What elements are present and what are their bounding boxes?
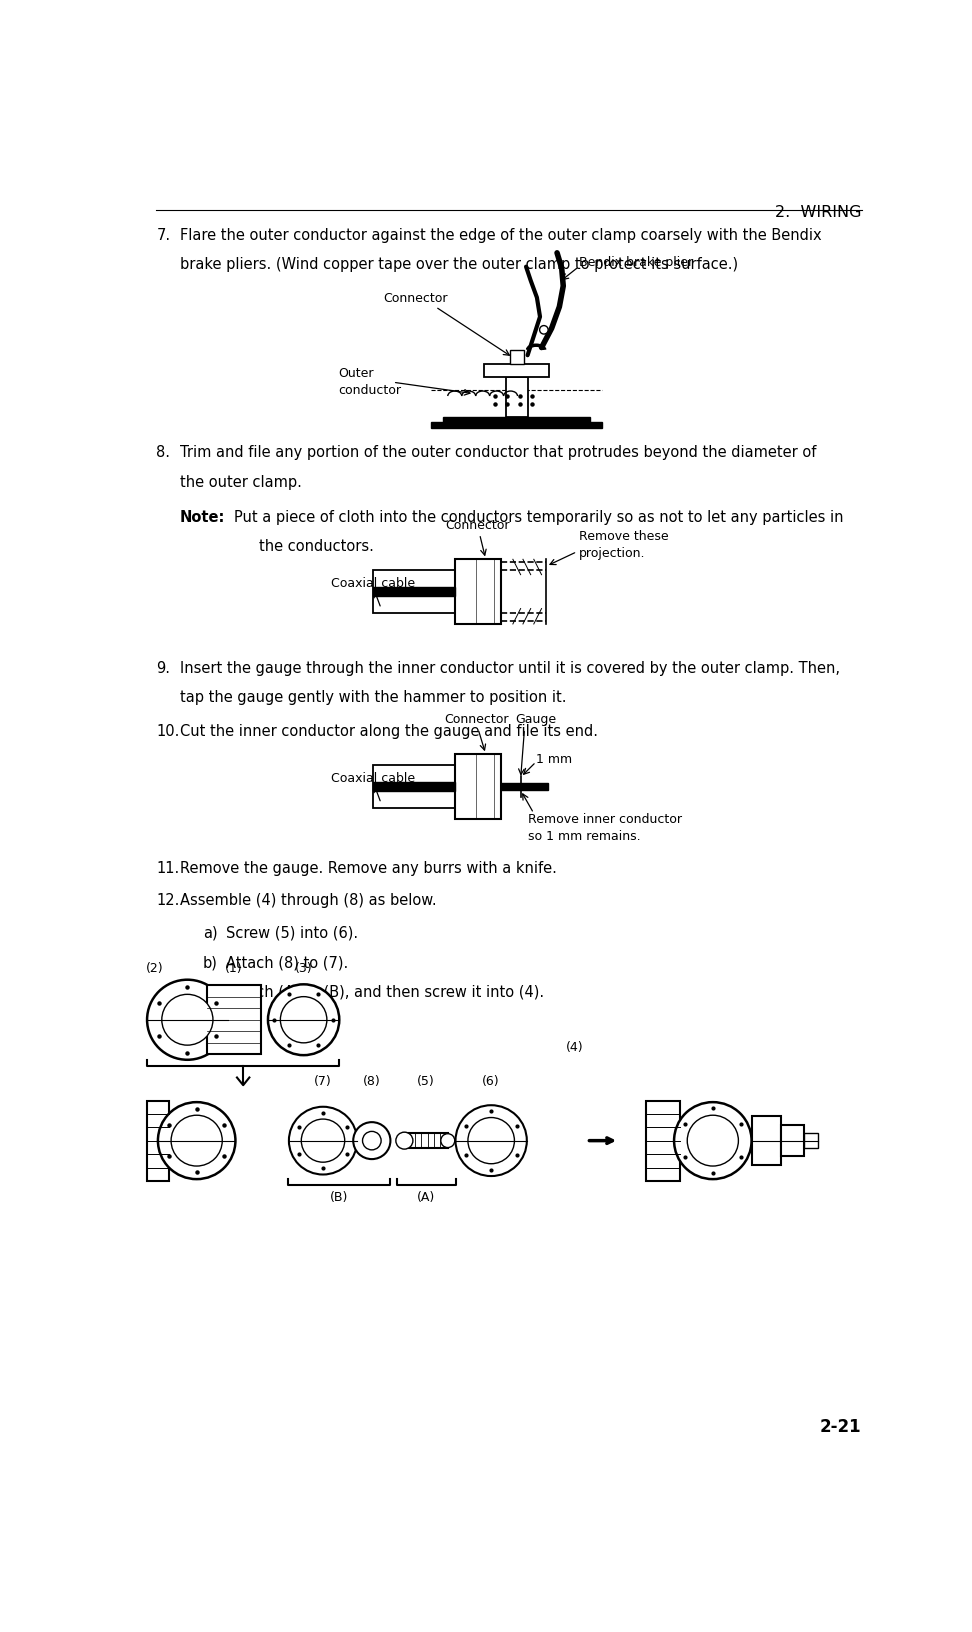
Text: c): c): [203, 984, 217, 999]
Text: Outer
conductor: Outer conductor: [338, 367, 401, 397]
Bar: [207, 986, 261, 1054]
Bar: [404, 1133, 448, 1149]
Text: Bendix brake plier: Bendix brake plier: [578, 256, 693, 269]
Text: the outer clamp.: the outer clamp.: [180, 475, 301, 490]
Bar: [373, 782, 455, 792]
Text: Remove inner conductor
so 1 mm remains.: Remove inner conductor so 1 mm remains.: [529, 813, 682, 844]
Text: 12.: 12.: [156, 893, 180, 909]
Text: 11.: 11.: [156, 862, 180, 876]
Bar: [443, 416, 590, 423]
Text: tap the gauge gently with the hammer to position it.: tap the gauge gently with the hammer to …: [180, 690, 566, 705]
Text: (5): (5): [417, 1075, 434, 1089]
Bar: [781, 1124, 804, 1155]
Circle shape: [301, 1120, 345, 1162]
Text: Flare the outer conductor against the edge of the outer clamp coarsely with the : Flare the outer conductor against the ed…: [180, 228, 821, 243]
Circle shape: [539, 326, 548, 335]
Circle shape: [468, 1118, 514, 1164]
Text: Assemble (4) through (8) as below.: Assemble (4) through (8) as below.: [180, 893, 436, 909]
Text: 8.: 8.: [156, 446, 170, 460]
Circle shape: [280, 997, 327, 1043]
Text: 9.: 9.: [156, 661, 170, 676]
Text: Cut the inner conductor along the gauge and file its end.: Cut the inner conductor along the gauge …: [180, 725, 598, 739]
Bar: [455, 754, 502, 819]
Text: (8): (8): [363, 1075, 381, 1089]
Text: Screw (5) into (6).: Screw (5) into (6).: [226, 925, 359, 940]
Circle shape: [171, 1115, 223, 1165]
Bar: [804, 1133, 818, 1149]
Circle shape: [687, 1115, 739, 1165]
Text: Connector: Connector: [384, 292, 448, 305]
Text: Note:: Note:: [180, 509, 225, 526]
Text: Remove the gauge. Remove any burrs with a knife.: Remove the gauge. Remove any burrs with …: [180, 862, 557, 876]
Bar: [646, 1100, 680, 1180]
Bar: [432, 423, 602, 428]
Bar: [484, 364, 549, 377]
Text: 2.  WIRING: 2. WIRING: [775, 206, 861, 220]
Circle shape: [157, 1102, 235, 1180]
Text: Attach (A) to (B), and then screw it into (4).: Attach (A) to (B), and then screw it int…: [226, 984, 544, 999]
Circle shape: [268, 984, 339, 1056]
Bar: [373, 570, 455, 614]
Text: (4): (4): [566, 1041, 584, 1054]
Text: Gauge: Gauge: [515, 713, 556, 726]
Text: 7.: 7.: [156, 228, 170, 243]
Circle shape: [353, 1123, 391, 1159]
Text: Trim and file any portion of the outer conductor that protrudes beyond the diame: Trim and file any portion of the outer c…: [180, 446, 816, 460]
Text: (2): (2): [146, 963, 163, 974]
Bar: [373, 765, 455, 808]
Circle shape: [674, 1102, 751, 1180]
Text: (7): (7): [314, 1075, 331, 1089]
Text: (A): (A): [417, 1191, 435, 1204]
Circle shape: [396, 1133, 413, 1149]
Bar: [147, 1100, 169, 1180]
Text: Connector: Connector: [446, 519, 510, 532]
Text: 1 mm: 1 mm: [537, 752, 573, 765]
Text: (6): (6): [482, 1075, 500, 1089]
Circle shape: [440, 1134, 455, 1147]
Bar: [505, 377, 528, 416]
Text: (3): (3): [295, 963, 312, 974]
Text: 2-21: 2-21: [820, 1418, 861, 1436]
Circle shape: [161, 994, 213, 1044]
Text: (B): (B): [330, 1191, 349, 1204]
Text: a): a): [203, 925, 218, 940]
Circle shape: [289, 1106, 357, 1175]
Circle shape: [456, 1105, 527, 1177]
Bar: [502, 783, 548, 790]
Text: (1): (1): [226, 963, 243, 974]
Bar: [455, 560, 502, 623]
Text: Insert the gauge through the inner conductor until it is covered by the outer cl: Insert the gauge through the inner condu…: [180, 661, 840, 676]
Text: Coaxial cable: Coaxial cable: [330, 578, 415, 591]
Text: the conductors.: the conductors.: [259, 539, 373, 555]
Circle shape: [363, 1131, 381, 1151]
Bar: [373, 588, 455, 596]
Text: Remove these
projection.: Remove these projection.: [578, 530, 669, 560]
Text: Put a piece of cloth into the conductors temporarily so as not to let any partic: Put a piece of cloth into the conductors…: [234, 509, 844, 526]
Text: Coaxial cable: Coaxial cable: [330, 772, 415, 785]
Text: 10.: 10.: [156, 725, 180, 739]
Text: brake pliers. (Wind copper tape over the outer clamp to protect its surface.): brake pliers. (Wind copper tape over the…: [180, 258, 738, 273]
Bar: [751, 1116, 781, 1165]
Text: b): b): [203, 955, 218, 969]
Circle shape: [147, 979, 227, 1059]
Bar: [509, 349, 524, 364]
Text: Connector: Connector: [444, 713, 508, 726]
Text: Attach (8) to (7).: Attach (8) to (7).: [226, 955, 348, 969]
